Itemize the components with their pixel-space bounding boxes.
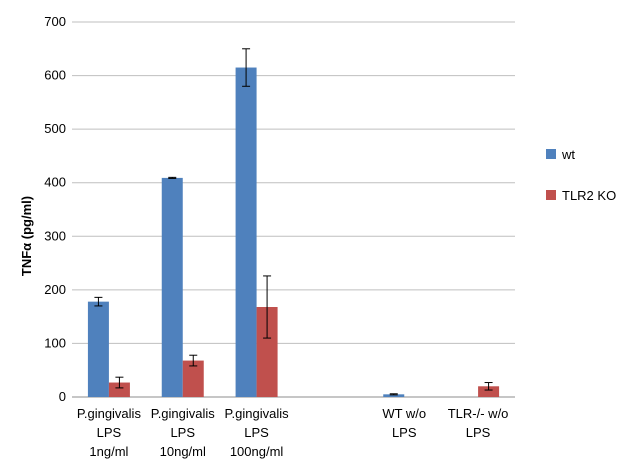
x-category-label: LPS bbox=[466, 425, 491, 440]
x-category-label: P.gingivalis bbox=[225, 406, 290, 421]
x-category-label: 1ng/ml bbox=[89, 444, 128, 459]
x-category-label: 10ng/ml bbox=[160, 444, 206, 459]
x-category-label: 100ng/ml bbox=[230, 444, 284, 459]
legend: wt TLR2 KO bbox=[546, 147, 616, 203]
y-tick-label: 500 bbox=[44, 121, 66, 136]
error-bar bbox=[115, 376, 124, 389]
bar-tlr2-ko bbox=[108, 382, 130, 397]
y-tick-label: 0 bbox=[59, 389, 66, 404]
y-tick-labels: 0 100 200 300 400 500 600 700 bbox=[44, 14, 66, 404]
error-bar bbox=[263, 275, 272, 339]
x-category-label: TLR-/- w/o bbox=[448, 406, 509, 421]
error-bar bbox=[189, 354, 198, 367]
gridlines bbox=[72, 21, 515, 398]
bar-wt bbox=[161, 177, 183, 397]
x-category-label: LPS bbox=[97, 425, 122, 440]
error-bar bbox=[242, 48, 251, 87]
x-category-labels: P.gingivalis LPS 1ng/ml P.gingivalis LPS 10ng… bbox=[77, 406, 509, 459]
legend-item-tlr2-ko: TLR2 KO bbox=[546, 188, 616, 203]
x-category-label: LPS bbox=[392, 425, 417, 440]
legend-swatch bbox=[546, 149, 556, 159]
y-axis-label: TNFα (pg/ml) bbox=[19, 196, 34, 276]
bar-wt bbox=[383, 394, 405, 397]
x-category-label: WT w/o bbox=[382, 406, 426, 421]
y-tick-label: 200 bbox=[44, 282, 66, 297]
legend-swatch bbox=[546, 190, 556, 200]
legend-label: wt bbox=[561, 147, 575, 162]
x-category-label: P.gingivalis bbox=[151, 406, 216, 421]
x-category-label: LPS bbox=[170, 425, 195, 440]
y-tick-label: 700 bbox=[44, 14, 66, 29]
error-bar bbox=[389, 393, 398, 396]
error-bars bbox=[94, 48, 493, 396]
x-category-label: P.gingivalis bbox=[77, 406, 142, 421]
bar-tlr2-ko bbox=[478, 386, 500, 397]
bar-tlr2-ko bbox=[256, 307, 278, 397]
bar-wt bbox=[87, 301, 109, 397]
y-tick-label: 100 bbox=[44, 335, 66, 350]
error-bar bbox=[168, 176, 177, 179]
x-category-label: LPS bbox=[244, 425, 269, 440]
error-bar bbox=[94, 296, 103, 307]
legend-item-wt: wt bbox=[546, 147, 575, 162]
y-tick-label: 600 bbox=[44, 68, 66, 83]
bar-wt bbox=[235, 67, 257, 398]
y-tick-label: 300 bbox=[44, 228, 66, 243]
y-tick-label: 400 bbox=[44, 175, 66, 190]
legend-label: TLR2 KO bbox=[562, 188, 616, 203]
bar-tlr2-ko bbox=[182, 360, 204, 397]
bars bbox=[87, 67, 500, 398]
error-bar bbox=[484, 382, 493, 391]
